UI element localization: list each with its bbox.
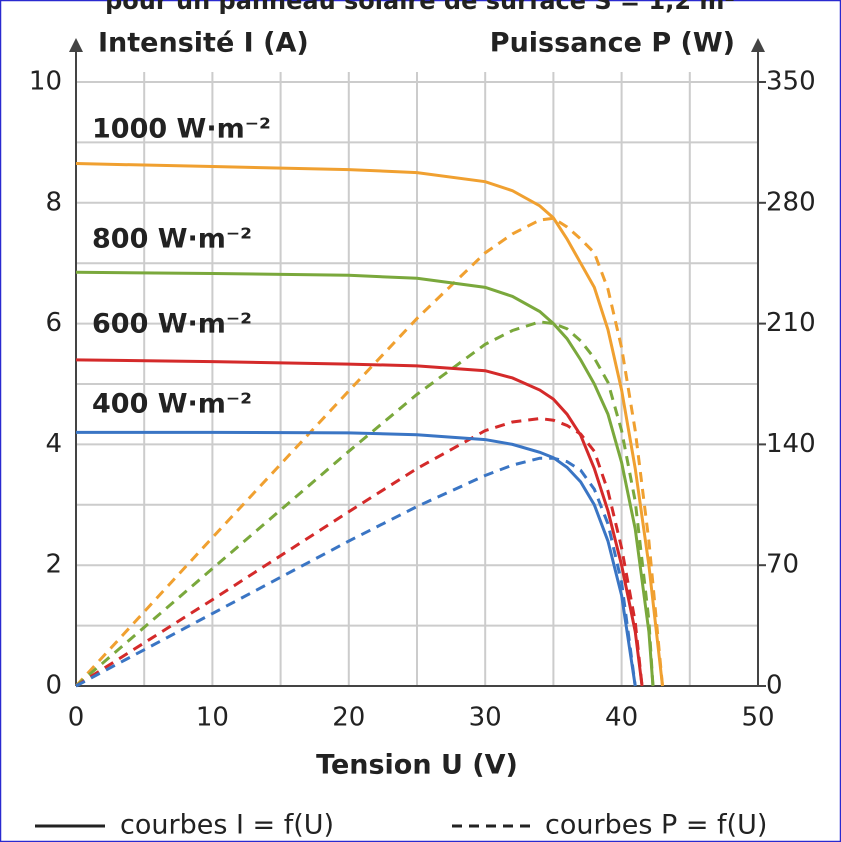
y-tick-label: 2 xyxy=(45,550,62,580)
y2-tick-label: 140 xyxy=(766,429,816,459)
y-axis-title: Intensité I (A) xyxy=(98,28,309,59)
x-axis-title: Tension U (V) xyxy=(316,750,518,781)
current-line xyxy=(76,430,637,687)
series-label: 800 W·m⁻² xyxy=(92,224,252,255)
series-label: 1000 W·m⁻² xyxy=(92,114,271,145)
x-tick-label: 40 xyxy=(605,703,638,733)
current-line xyxy=(75,162,665,687)
y-tick-label: 6 xyxy=(45,308,62,338)
y2-tick-label: 70 xyxy=(766,550,799,580)
power-line xyxy=(75,456,637,688)
x-tick-label: 50 xyxy=(741,703,774,733)
y2-axis-arrow xyxy=(751,38,765,52)
power-line xyxy=(75,320,655,688)
y2-tick-label: 210 xyxy=(766,308,816,338)
power-line xyxy=(74,216,665,688)
chart-title: pour un panneau solaire de surface S = 1… xyxy=(105,0,735,15)
series-label: 600 W·m⁻² xyxy=(92,309,252,340)
y2-axis-title: Puissance P (W) xyxy=(490,28,735,59)
x-tick-label: 30 xyxy=(469,703,502,733)
current-line xyxy=(75,270,655,687)
y-tick-label: 8 xyxy=(45,187,62,217)
x-tick-label: 10 xyxy=(196,703,229,733)
legend-label: courbes I = f(U) xyxy=(120,810,334,841)
y2-tick-label: 350 xyxy=(766,67,816,97)
y-tick-label: 0 xyxy=(45,671,62,701)
y-tick-label: 4 xyxy=(45,429,62,459)
power-line xyxy=(75,417,644,688)
y2-tick-label: 280 xyxy=(766,187,816,217)
x-tick-label: 20 xyxy=(332,703,365,733)
y2-tick-label: 0 xyxy=(766,671,783,701)
series-label: 400 W·m⁻² xyxy=(92,389,252,420)
y-tick-label: 10 xyxy=(29,67,62,97)
x-tick-label: 0 xyxy=(68,703,85,733)
legend-label: courbes P = f(U) xyxy=(545,810,767,841)
current-line xyxy=(75,358,644,687)
y-axis-arrow xyxy=(69,38,83,52)
